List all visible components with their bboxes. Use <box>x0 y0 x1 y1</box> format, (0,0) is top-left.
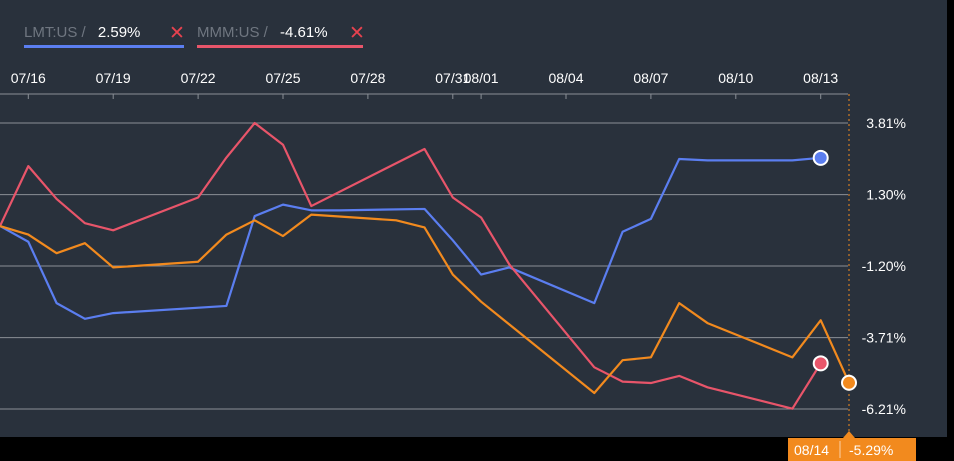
legend-item-mmm[interactable]: MMM:US / -4.61% ✕ <box>197 23 365 52</box>
crosshair-value: -5.29% <box>849 442 893 458</box>
legend-value: 2.59% <box>97 24 141 41</box>
series-line <box>0 121 822 410</box>
close-icon[interactable]: ✕ <box>169 23 185 44</box>
legend-value: -4.61% <box>280 24 328 41</box>
y-tick-label: -1.20% <box>862 258 906 274</box>
crosshair-badge <box>788 438 916 461</box>
x-tick-label: 07/31 <box>435 70 470 86</box>
legend-separator: / <box>263 24 268 41</box>
y-tick-label: -6.21% <box>862 401 906 417</box>
x-tick-label: 07/19 <box>96 70 131 86</box>
legend-underline <box>197 45 363 48</box>
chart-panel <box>0 0 947 437</box>
y-tick-label: 3.81% <box>866 115 906 131</box>
y-tick-label: -3.71% <box>862 330 906 346</box>
right-border <box>947 0 954 437</box>
legend-underline <box>24 45 184 48</box>
x-tick-label: 08/10 <box>718 70 753 86</box>
legend-item-lmt[interactable]: LMT:US / 2.59% ✕ <box>24 23 185 52</box>
series-end-marker <box>812 149 829 166</box>
legend-symbol: MMM:US <box>197 24 260 41</box>
series-end-marker <box>812 355 829 372</box>
series-end-marker <box>841 374 857 391</box>
series-line <box>0 156 821 320</box>
y-tick-label: 1.30% <box>866 187 906 203</box>
x-tick-label: 07/22 <box>181 70 216 86</box>
x-tick-label: 08/07 <box>633 70 668 86</box>
crosshair-date: 08/14 <box>794 442 829 458</box>
badge-pointer <box>843 431 855 438</box>
x-tick-label: 07/16 <box>11 70 46 86</box>
x-tick-label: 08/04 <box>548 70 583 86</box>
x-tick-label: 07/25 <box>265 70 300 86</box>
legend-separator: / <box>81 24 86 41</box>
series-line <box>0 213 851 395</box>
close-icon[interactable]: ✕ <box>349 23 365 44</box>
legend-symbol: LMT:US <box>24 24 78 41</box>
x-tick-label: 08/13 <box>803 70 838 86</box>
x-tick-label: 07/28 <box>350 70 385 86</box>
x-tick-label: 08/01 <box>464 70 499 86</box>
